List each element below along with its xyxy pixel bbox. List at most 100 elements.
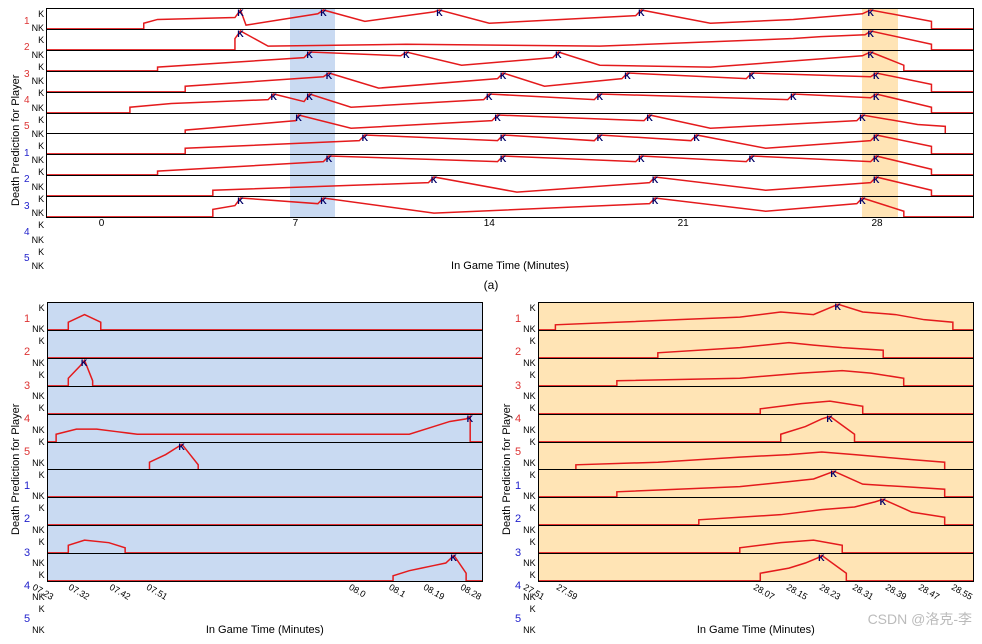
xtick-label: 28.31 (851, 582, 876, 602)
ytick-pair: K NK (32, 114, 45, 140)
signal-svg (48, 470, 482, 497)
ytick-k: K (32, 167, 45, 177)
k-marker: K (693, 134, 700, 143)
ytick-nk: NK (32, 50, 45, 60)
ytick-labels-top: KNKKNKKNKKNKKNKKNKKNKKNKKNKKNK (32, 8, 47, 272)
ytick-k: K (32, 503, 45, 513)
k-marker: K (320, 8, 327, 18)
player-label: 2 (24, 335, 30, 368)
xtick-label: 7 (293, 218, 299, 229)
ytick-nk: NK (523, 558, 536, 568)
ytick-nk: NK (523, 525, 536, 535)
ytick-pair: KNK (523, 402, 536, 435)
chart-left: KKKK 07.2307.3207.4207.5108.008.108.1908… (47, 302, 483, 636)
k-marker: K (326, 72, 333, 81)
player-label: 2 (24, 34, 30, 60)
k-marker: K (178, 443, 185, 452)
ytick-k: K (32, 115, 45, 125)
figure-top: Death Prediction for Player 1234512345 K… (8, 8, 974, 272)
xlabel-top: In Game Time (Minutes) (46, 260, 974, 272)
k-marker: K (652, 197, 659, 206)
caption-a: (a) (8, 278, 974, 292)
player-label: 3 (515, 369, 521, 402)
signal-svg (47, 93, 973, 113)
signal-svg (48, 303, 482, 330)
rows-left: KKKK (47, 302, 483, 582)
k-marker: K (597, 93, 604, 102)
ytick-pair: KNK (523, 502, 536, 535)
ylabel-top: Death Prediction for Player (8, 8, 24, 272)
k-marker: K (450, 554, 457, 563)
player-label: 3 (24, 193, 30, 219)
ytick-k: K (32, 62, 45, 72)
chart-row (538, 443, 974, 471)
k-marker: K (867, 8, 874, 18)
player-label: 1 (24, 8, 30, 34)
ytick-k: K (32, 220, 45, 230)
ytick-k: K (32, 35, 45, 45)
xtick-label: 28.55 (950, 582, 975, 602)
k-marker: K (431, 176, 438, 185)
ytick-pair: KNK (523, 369, 536, 402)
signal-svg (539, 498, 973, 525)
signal-svg (47, 114, 973, 134)
chart-row: K (47, 359, 483, 387)
k-marker: K (790, 93, 797, 102)
k-marker: K (326, 155, 333, 164)
signal-svg (539, 554, 973, 581)
ytick-pair: KNK (32, 246, 45, 272)
ytick-nk: NK (32, 155, 45, 165)
signal-svg (539, 526, 973, 553)
xtick-label: 07.51 (145, 582, 170, 602)
ytick-nk: NK (32, 76, 45, 86)
ytick-nk: NK (32, 23, 45, 33)
xaxis-right: 27.5127.5928.0728.1528.2328.3128.3928.47… (538, 582, 974, 610)
k-marker: K (494, 114, 501, 123)
chart-row: KKKK (46, 197, 974, 218)
ytick-nk: NK (32, 129, 45, 139)
k-marker: K (749, 72, 756, 81)
ytick-pair: KNK (32, 603, 45, 636)
k-marker: K (859, 197, 866, 206)
ytick-k: K (32, 336, 45, 346)
chart-row: K (47, 415, 483, 443)
k-marker: K (873, 176, 880, 185)
k-marker: K (835, 302, 842, 312)
xtick-label: 28.07 (752, 582, 777, 602)
ytick-pair: K NK (32, 34, 45, 60)
chart-row (538, 359, 974, 387)
player-labels-top: 1234512345 (24, 8, 32, 272)
player-label: 4 (515, 569, 521, 602)
xtick-label: 08.28 (459, 582, 484, 602)
ytick-nk: NK (523, 458, 536, 468)
ytick-k: K (32, 141, 45, 151)
signal-svg (539, 387, 973, 414)
signal-svg (539, 470, 973, 497)
player-labels-left: 1234512345 (24, 302, 32, 636)
chart-row (47, 498, 483, 526)
xtick-label: 08.0 (347, 582, 367, 599)
signal-svg (47, 134, 973, 154)
chart-row (47, 302, 483, 331)
signal-svg (539, 415, 973, 442)
k-marker: K (500, 155, 507, 164)
chart-row: K (538, 415, 974, 443)
ytick-k: K (32, 9, 45, 19)
chart-row (538, 526, 974, 554)
ytick-k: K (523, 570, 536, 580)
chart-row (538, 387, 974, 415)
xtick-label: 28.39 (884, 582, 909, 602)
ytick-pair: KNK (32, 219, 45, 245)
k-marker: K (555, 51, 562, 60)
xtick-label: 0 (99, 218, 105, 229)
signal-svg (48, 498, 482, 525)
ytick-nk: NK (32, 261, 45, 271)
k-marker: K (638, 155, 645, 164)
player-label: 1 (24, 302, 30, 335)
ytick-nk: NK (32, 525, 45, 535)
player-label: 3 (24, 61, 30, 87)
chart-row: KK (46, 30, 974, 51)
chart-row: K (538, 498, 974, 526)
ytick-pair: KNK (32, 87, 45, 113)
xtick-label: 07.32 (67, 582, 92, 602)
